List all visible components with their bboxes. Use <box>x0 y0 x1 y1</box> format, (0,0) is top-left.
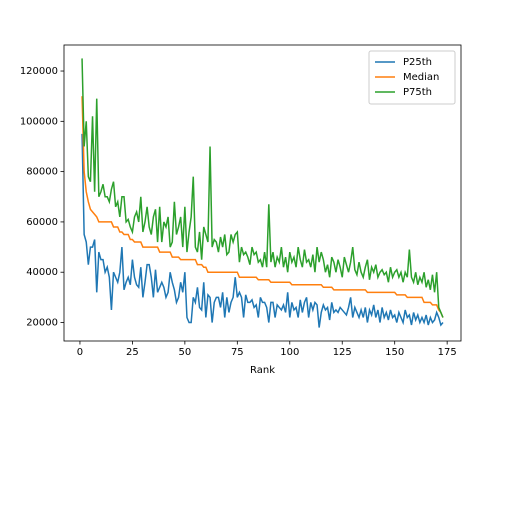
x-tick-label: 0 <box>77 347 83 358</box>
series-line <box>81 96 444 318</box>
x-tick-label: 150 <box>385 347 404 358</box>
legend-label: P75th <box>403 87 432 98</box>
y-tick-label: 80000 <box>26 167 58 178</box>
x-tick-label: 100 <box>280 347 299 358</box>
series-line <box>81 133 444 328</box>
x-tick-label: 175 <box>438 347 457 358</box>
x-tick-label: 50 <box>178 347 191 358</box>
legend-label: Median <box>403 72 439 83</box>
y-tick-label: 120000 <box>20 66 58 77</box>
y-tick-label: 100000 <box>20 116 58 127</box>
series-line <box>81 58 444 318</box>
y-tick-label: 40000 <box>26 267 58 278</box>
x-tick-label: 75 <box>231 347 244 358</box>
x-axis-label: Rank <box>250 365 275 376</box>
legend-label: P25th <box>403 57 432 68</box>
x-tick-label: 25 <box>126 347 139 358</box>
y-tick-label: 20000 <box>26 318 58 329</box>
y-tick-label: 60000 <box>26 217 58 228</box>
legend-box <box>368 50 456 105</box>
x-tick-label: 125 <box>333 347 352 358</box>
plot-frame <box>63 44 462 342</box>
